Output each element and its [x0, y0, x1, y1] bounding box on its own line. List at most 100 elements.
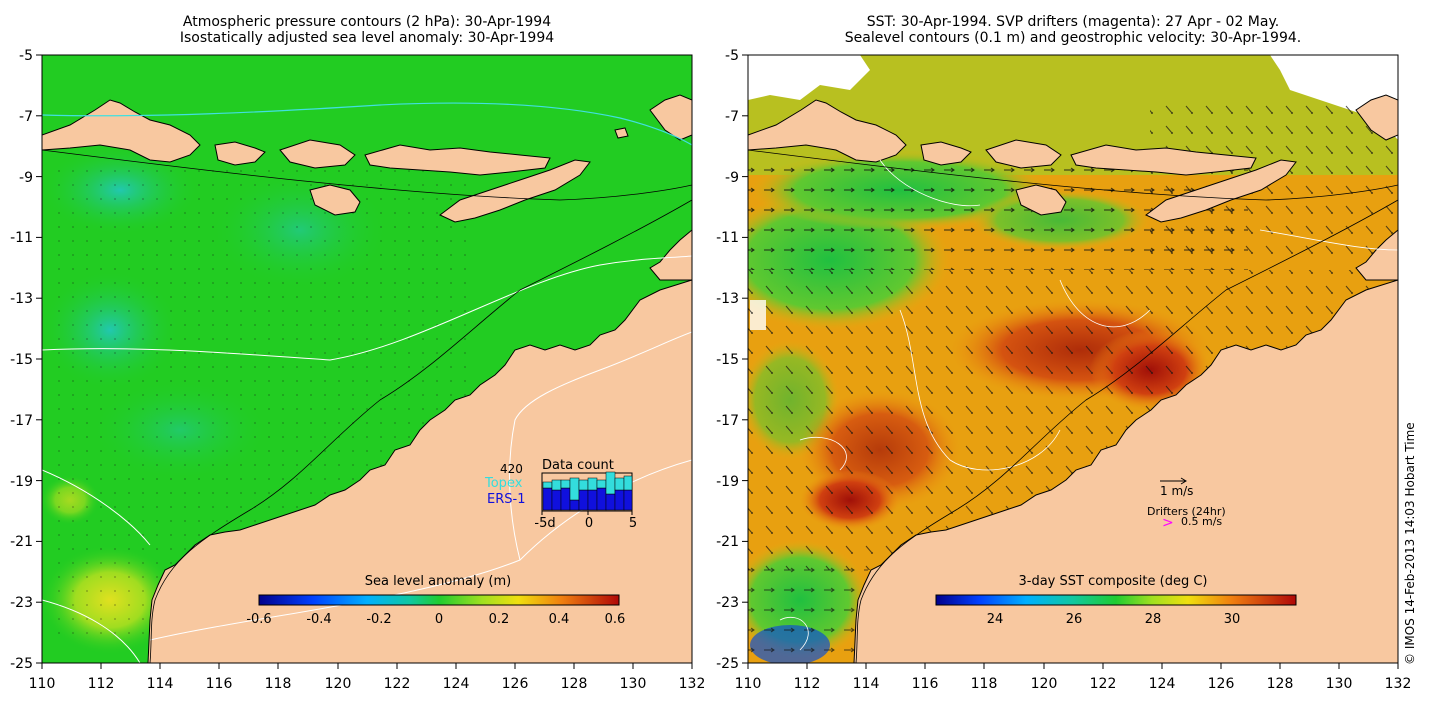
flores-island: [1070, 144, 1257, 176]
lon-label: 130: [1326, 676, 1353, 692]
lat-label: -11: [10, 230, 33, 246]
data-count-max: 420: [500, 462, 523, 476]
cape-york-land: [1355, 229, 1398, 281]
lat-label: -25: [10, 656, 33, 672]
lon-label: 118: [971, 676, 998, 692]
ers1-bar: [551, 489, 562, 511]
right-lat-labels: -5 -7 -9 -11 -13 -15 -17 -19 -21 -23 -25: [716, 48, 739, 672]
ers1-bar: [587, 489, 598, 511]
ers1-bar: [596, 487, 607, 511]
topex-bar: [587, 477, 598, 491]
topex-bar: [551, 479, 562, 491]
velocity-scale-label: 1 m/s: [1160, 484, 1193, 498]
tanimbar-island: [1355, 94, 1398, 141]
sla-colorbar-tick: -0.4: [306, 612, 331, 627]
left-title-line1: Atmospheric pressure contours (2 hPa): 3…: [182, 14, 552, 30]
sla-colorbar-tick: 0: [435, 612, 443, 627]
right-lon-labels: 110 112 114 116 118 120 122 124 126 128 …: [735, 676, 1412, 692]
velocity-legend: 1 m/s Drifters (24hr) > 0.5 m/s: [1147, 477, 1226, 531]
left-map: [42, 55, 692, 663]
pressure-contour: [42, 255, 692, 361]
lon-label: 128: [561, 676, 588, 692]
sst-colorbar-tick: 26: [1066, 612, 1083, 627]
lat-label: -13: [716, 291, 739, 307]
lon-label: 132: [679, 676, 706, 692]
sst-colorbar-tick: 24: [987, 612, 1004, 627]
lat-label: -9: [725, 170, 739, 186]
lat-label: -5: [19, 48, 33, 64]
topex-legend-label: Topex: [484, 476, 523, 491]
sst-colorbar-label: 3-day SST composite (deg C): [1018, 574, 1207, 589]
lat-label: -5: [725, 48, 739, 64]
topex-bar: [578, 479, 589, 491]
lat-label: -21: [716, 534, 739, 550]
topex-bar: [542, 481, 553, 489]
lesser-sunda-island: [985, 139, 1062, 169]
data-count-bars: [542, 471, 633, 511]
topex-bar: [596, 479, 607, 489]
sealevel-contour: [779, 159, 1398, 651]
left-lat-ticks: [36, 54, 42, 664]
sumba-island: [1015, 184, 1067, 216]
lon-label: 122: [384, 676, 411, 692]
lon-label: 114: [853, 676, 880, 692]
cloud-mask: [748, 55, 870, 100]
shelf-contour: [42, 149, 692, 663]
timor-island: [1145, 159, 1297, 223]
ers1-bar: [614, 489, 625, 511]
ers1-bar: [560, 487, 571, 511]
lon-label: 116: [206, 676, 233, 692]
sst-colorbar-tick: 28: [1145, 612, 1162, 627]
lon-label: 124: [1149, 676, 1176, 692]
lon-label: 120: [325, 676, 352, 692]
ers1-bar: [569, 499, 580, 511]
sst-colorbar: 3-day SST composite (deg C) 24 26 28 30: [935, 574, 1297, 627]
lon-label: 118: [265, 676, 292, 692]
right-title: SST: 30-Apr-1994. SVP drifters (magenta)…: [748, 14, 1398, 46]
data-count-title: Data count: [542, 458, 614, 473]
sla-colorbar-tick: 0.6: [605, 612, 626, 627]
ers1-bar: [623, 489, 633, 511]
ers1-bar: [605, 493, 616, 511]
imos-credit: © IMOS 14-Feb-2013 14:03 Hobart Time: [1403, 422, 1417, 665]
timor-island: [439, 159, 591, 223]
sst-colorbar-gradient: [935, 594, 1297, 606]
lesser-sunda-island: [920, 141, 972, 166]
lat-label: -25: [716, 656, 739, 672]
lon-label: 110: [735, 676, 762, 692]
sla-colorbar-tick: 0.2: [489, 612, 510, 627]
sla-colorbar-tick: -0.6: [246, 612, 271, 627]
ers1-bar: [578, 489, 589, 511]
lat-label: -9: [19, 170, 33, 186]
lat-label: -23: [716, 595, 739, 611]
lon-label: 124: [443, 676, 470, 692]
lat-label: -15: [10, 352, 33, 368]
lat-label: -7: [19, 109, 33, 125]
right-lat-ticks: [742, 54, 748, 664]
lon-label: 132: [1385, 676, 1412, 692]
sla-colorbar-tick: -0.2: [366, 612, 391, 627]
topex-bar: [569, 477, 580, 501]
lat-label: -23: [10, 595, 33, 611]
lon-label: 130: [620, 676, 647, 692]
cape-york-land: [649, 229, 692, 281]
lat-label: -17: [10, 413, 33, 429]
data-count-xtick: -5d: [534, 516, 555, 531]
small-island: [614, 127, 629, 139]
pressure-contour: [509, 331, 692, 561]
lat-label: -21: [10, 534, 33, 550]
lon-label: 120: [1031, 676, 1058, 692]
ers1-bar: [542, 487, 553, 511]
lat-label: -19: [716, 474, 739, 490]
topex-bar: [560, 479, 571, 489]
data-count-xtick: 0: [585, 516, 593, 531]
tanimbar-island: [649, 94, 692, 141]
velocity-scale-arrowhead: [1180, 477, 1187, 485]
lesser-sunda-island: [214, 141, 266, 166]
sumba-island: [309, 184, 361, 216]
ers1-legend-label: ERS-1: [487, 492, 525, 507]
lon-label: 128: [1267, 676, 1294, 692]
left-lon-ticks: [41, 663, 693, 669]
cloud-mask: [1270, 55, 1398, 140]
